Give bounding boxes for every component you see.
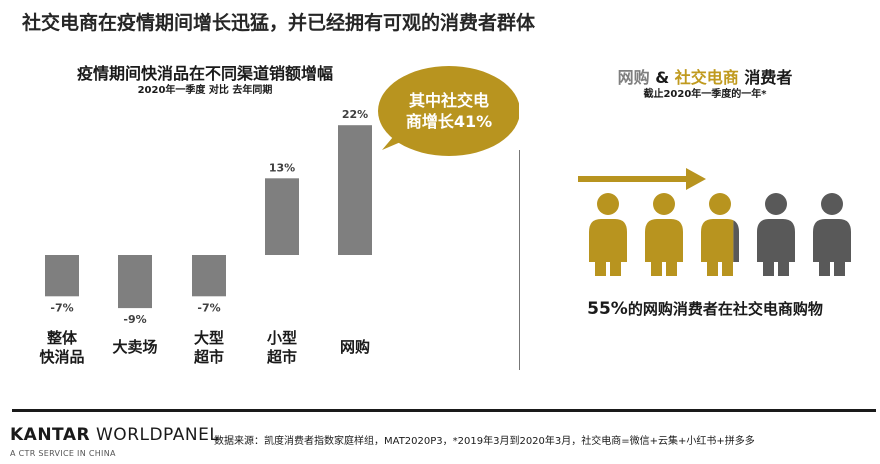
right-panel-subtitle: 截止2020年一季度的一年* [643,89,767,100]
brand-name-rest: WORLDPANEL [90,425,220,445]
footer-rule [12,409,876,412]
bar-value-label-3: 13% [269,161,295,174]
category-label-2-1: 超市 [193,348,224,366]
bar-4 [338,125,372,255]
person-icon-0 [589,193,627,276]
category-label-3-1: 超市 [266,348,297,366]
bar-3 [265,178,299,255]
brand-logo: KANTAR WORLDPANEL [10,425,219,445]
callout-text-1: 商增长41% [406,112,492,131]
category-label-4-0: 网购 [340,338,370,356]
people-pictogram [578,168,851,276]
title-social-commerce: 社交电商 [674,68,739,87]
title-online-shopping: 网购 [617,68,650,87]
title-ampersand: & [649,68,675,87]
stat-text: 的网购消费者在社交电商购物 [627,300,823,318]
bar-value-label-4: 22% [342,108,368,121]
right-panel-title: 网购 & 社交电商 消费者 [540,64,870,88]
person-icon-3 [757,193,795,276]
bar-1 [118,255,152,309]
person-icon-1 [645,193,683,276]
right-panel-stat: 55%的网购消费者在社交电商购物 [540,298,870,319]
category-label-0-0: 整体 [47,329,78,347]
bar-0 [45,255,79,297]
stat-value: 55% [587,299,628,319]
category-label-1-0: 大卖场 [112,338,157,356]
bar-2 [192,255,226,297]
bar-chart: -7%整体快消品-9%大卖场-7%大型超市13%小型超市22%网购其中社交电商增… [39,66,519,366]
title-consumers: 消费者 [738,68,793,87]
chart-subtitle: 2020年一季度 对比 去年同期 [137,85,273,96]
brand-name-bold: KANTAR [10,425,91,445]
category-label-0-1: 快消品 [39,348,84,366]
bar-value-label-2: -7% [197,301,220,314]
slide-title: 社交电商在疫情期间增长迅猛，并已经拥有可观的消费者群体 [22,12,536,34]
chart-title: 疫情期间快消品在不同渠道销额增幅 [76,64,333,83]
person-icon-4 [813,193,851,276]
bar-value-label-0: -7% [50,301,73,314]
callout-text-0: 其中社交电 [409,91,489,110]
panel-divider [519,150,520,370]
category-label-3-0: 小型 [267,329,297,347]
bar-value-label-1: -9% [123,313,146,326]
growth-arrow-shaft [578,176,688,182]
growth-arrow-head [686,168,706,190]
category-label-2-0: 大型 [194,329,224,347]
callout-bubble [378,66,519,156]
person-icon-2 [701,193,739,276]
brand-tagline: A CTR SERVICE IN CHINA [10,449,116,458]
source-footnote: 数据来源：凯度消费者指数家庭样组，MAT2020P3，*2019年3月到2020… [214,436,755,447]
